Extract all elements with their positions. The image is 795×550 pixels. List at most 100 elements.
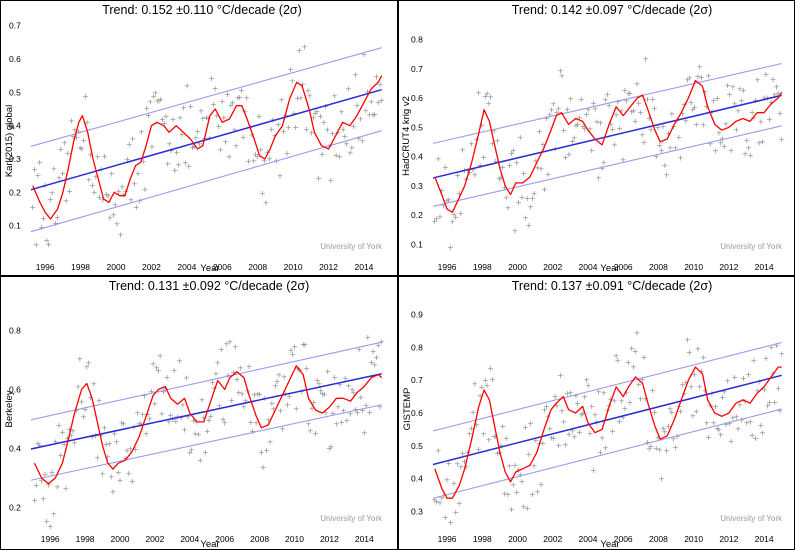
data-point: + <box>560 418 567 427</box>
data-point: + <box>349 385 356 394</box>
data-point: + <box>555 104 562 113</box>
data-point: + <box>230 368 237 377</box>
data-point: + <box>623 388 630 397</box>
data-point: + <box>653 444 660 453</box>
data-point: + <box>745 144 752 153</box>
data-point: + <box>527 203 534 212</box>
data-point: + <box>560 126 567 135</box>
data-point: + <box>232 342 239 351</box>
data-point: + <box>280 127 287 136</box>
chart-title: Trend: 0.131 ±0.092 °C/decade (2σ) <box>109 279 309 293</box>
x-tick-label: 1998 <box>76 534 95 544</box>
data-point: + <box>82 405 89 414</box>
data-point: + <box>148 387 155 396</box>
data-point: + <box>112 200 119 209</box>
data-point: + <box>520 169 527 178</box>
data-point: + <box>655 434 662 443</box>
data-point: + <box>300 340 307 349</box>
y-tick-label: 0.6 <box>9 54 21 64</box>
data-point: + <box>564 389 571 398</box>
data-point: + <box>278 95 285 104</box>
data-point: + <box>719 393 726 402</box>
data-point: + <box>644 95 651 104</box>
data-point: + <box>735 424 742 433</box>
data-point: + <box>218 345 225 354</box>
data-point: + <box>192 429 199 438</box>
data-point: + <box>319 150 326 159</box>
y-tick-label: 0.1 <box>9 221 21 231</box>
data-point: + <box>485 436 492 445</box>
data-point: + <box>519 193 526 202</box>
data-point: + <box>156 96 163 105</box>
data-point: + <box>83 363 90 372</box>
data-point: + <box>89 433 96 442</box>
y-tick-label: 0.5 <box>411 122 423 132</box>
data-point: + <box>738 97 745 106</box>
data-point: + <box>337 380 344 389</box>
y-tick-label: 0.2 <box>9 502 21 512</box>
data-point: + <box>324 126 331 135</box>
data-point: + <box>235 93 242 102</box>
data-point: + <box>526 450 533 459</box>
data-point: + <box>440 201 447 210</box>
data-point: + <box>475 445 482 454</box>
data-point: + <box>529 194 536 203</box>
data-point: + <box>555 441 562 450</box>
data-point: + <box>682 117 689 126</box>
data-point: + <box>740 374 747 383</box>
data-point: + <box>138 420 145 429</box>
x-axis-label: Year <box>200 539 219 550</box>
data-point: + <box>660 122 667 131</box>
data-point: + <box>620 156 627 165</box>
data-point: + <box>747 418 754 427</box>
data-point: + <box>452 213 459 222</box>
data-point: + <box>261 156 268 165</box>
data-point: + <box>350 388 357 397</box>
data-point: + <box>217 145 224 154</box>
data-point: + <box>274 377 281 386</box>
data-point: + <box>270 404 277 413</box>
y-tick-label: 0.4 <box>411 474 423 484</box>
data-point: + <box>487 93 494 102</box>
data-point: + <box>284 401 291 410</box>
data-point: + <box>658 474 665 483</box>
data-point: + <box>338 108 345 117</box>
y-tick-label: 0.6 <box>411 408 423 418</box>
data-point: + <box>336 152 343 161</box>
data-point: + <box>167 411 174 420</box>
data-point: + <box>552 392 559 401</box>
data-point: + <box>312 109 319 118</box>
data-point: + <box>47 195 54 204</box>
data-point: + <box>377 403 384 412</box>
data-point: + <box>492 432 499 441</box>
data-point: + <box>512 227 519 236</box>
data-point: + <box>105 191 112 200</box>
data-point: + <box>703 418 710 427</box>
data-point: + <box>246 362 253 371</box>
data-point: + <box>43 517 50 526</box>
data-point: + <box>777 406 784 415</box>
data-point: + <box>778 349 785 358</box>
data-point: + <box>70 426 77 435</box>
data-point: + <box>482 376 489 385</box>
data-point: + <box>128 195 135 204</box>
data-point: + <box>94 152 101 161</box>
data-point: + <box>646 444 653 453</box>
data-point: + <box>578 95 585 104</box>
data-point: + <box>319 389 326 398</box>
data-point: + <box>749 431 756 440</box>
data-point: + <box>190 416 197 425</box>
y-tick-label: 0.1 <box>411 239 423 249</box>
x-tick-label: 1998 <box>71 262 90 272</box>
data-point: + <box>773 82 780 91</box>
data-point: + <box>340 125 347 134</box>
data-point: + <box>220 415 227 424</box>
data-point: + <box>249 130 256 139</box>
data-point: + <box>78 397 85 406</box>
data-point: + <box>324 367 331 376</box>
data-point: + <box>153 363 160 372</box>
data-point: + <box>721 387 728 396</box>
data-point: + <box>268 399 275 408</box>
chart-svg-berkeley: 1996 1998 2000 2002 2004 2006 2008 2010 2012 2014… <box>4 279 385 550</box>
data-point: + <box>196 140 203 149</box>
